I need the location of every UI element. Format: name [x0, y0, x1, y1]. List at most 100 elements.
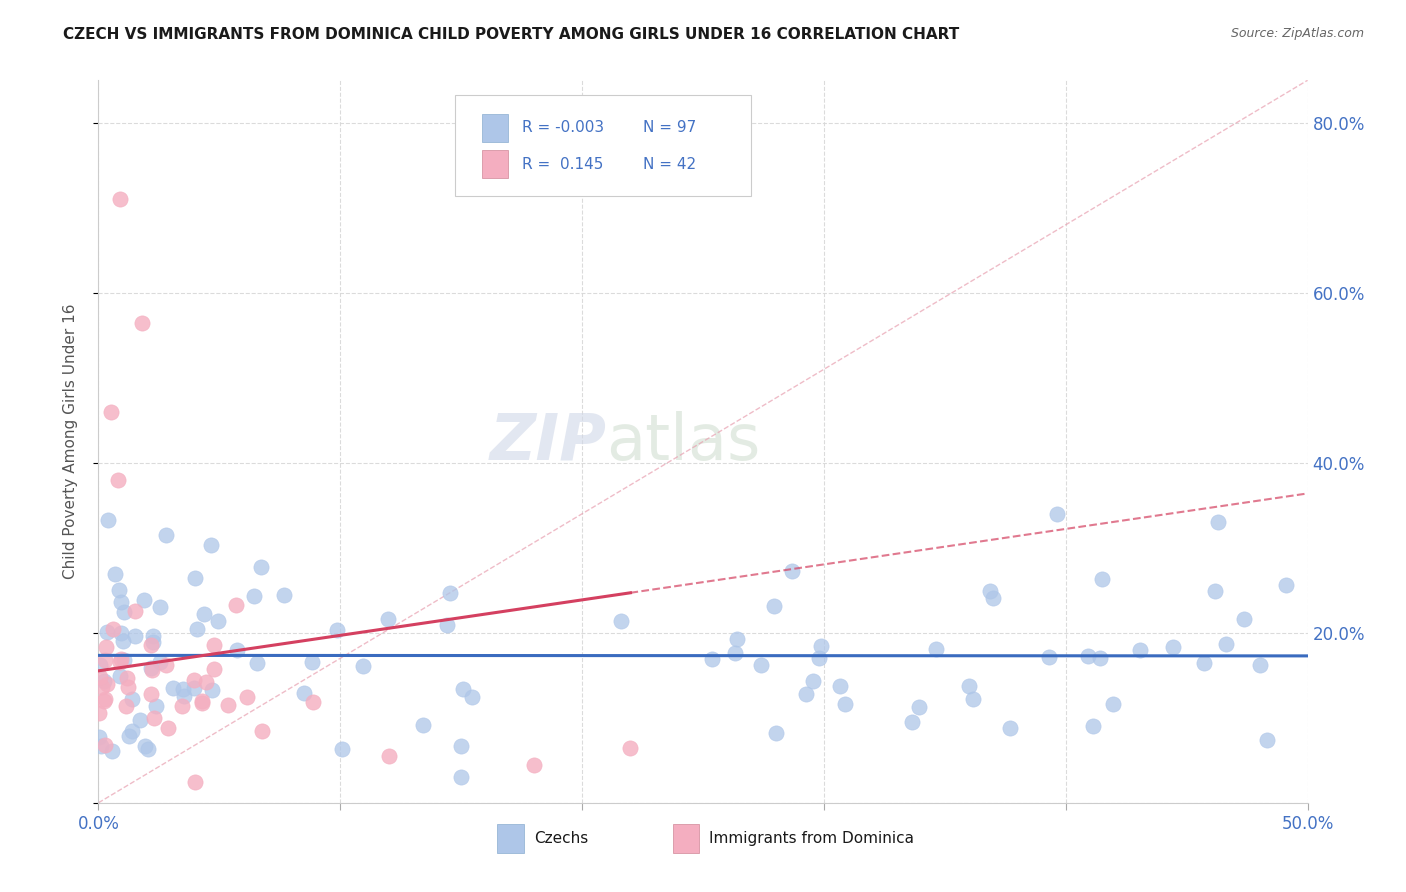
Text: ZIP: ZIP [489, 410, 606, 473]
Point [100, 405, 122, 419]
FancyBboxPatch shape [456, 95, 751, 196]
Point [89, 657, 111, 672]
Point [325, 623, 347, 637]
Point [141, 638, 163, 652]
Point [91, 680, 114, 694]
Point [724, 646, 747, 660]
Point [143, 710, 166, 724]
Point [202, 638, 225, 652]
Point [962, 691, 984, 706]
Point [242, 589, 264, 603]
Point [412, 718, 434, 732]
Point [1091, 573, 1114, 587]
Text: R = -0.003: R = -0.003 [522, 120, 603, 136]
Point [129, 713, 152, 727]
Point [142, 635, 165, 649]
Point [834, 698, 856, 712]
Point [780, 564, 803, 578]
Point [190, 694, 212, 708]
Point [103, 622, 125, 636]
Point [200, 539, 222, 553]
Point [90, 739, 112, 753]
Point [141, 663, 163, 677]
Point [1233, 612, 1256, 626]
Point [100, 744, 122, 758]
Point [1101, 697, 1123, 711]
Text: Czechs: Czechs [534, 831, 588, 847]
Point [184, 774, 207, 789]
Point [807, 651, 830, 665]
Point [377, 612, 399, 626]
Point [195, 675, 218, 690]
Point [828, 679, 851, 693]
Point [184, 571, 207, 585]
Point [87, 706, 110, 720]
Point [183, 673, 205, 687]
Point [124, 604, 146, 618]
FancyBboxPatch shape [482, 151, 509, 178]
Point [523, 757, 546, 772]
Point [1046, 507, 1069, 521]
Point [700, 652, 723, 666]
Point [979, 584, 1001, 599]
Point [96, 640, 118, 655]
Point [957, 679, 980, 693]
Point [202, 662, 225, 676]
Point [1275, 578, 1298, 592]
Point [1038, 650, 1060, 665]
Point [1088, 651, 1111, 665]
Point [217, 698, 239, 713]
Point [186, 622, 208, 636]
Point [246, 657, 269, 671]
Point [93, 673, 115, 688]
Text: N = 42: N = 42 [643, 157, 696, 171]
Text: CZECH VS IMMIGRANTS FROM DOMINICA CHILD POVERTY AMONG GIRLS UNDER 16 CORRELATION: CZECH VS IMMIGRANTS FROM DOMINICA CHILD … [63, 27, 959, 42]
Point [172, 682, 194, 697]
Point [149, 655, 172, 669]
Point [619, 740, 641, 755]
Y-axis label: Child Poverty Among Girls Under 16: Child Poverty Among Girls Under 16 [63, 304, 77, 579]
Point [460, 690, 482, 704]
Point [104, 566, 127, 581]
Point [801, 673, 824, 688]
FancyBboxPatch shape [482, 114, 509, 142]
Point [451, 681, 474, 696]
Point [97, 513, 120, 527]
Point [352, 659, 374, 673]
Point [1206, 515, 1229, 529]
Point [134, 739, 156, 754]
Point [1081, 719, 1104, 733]
Point [142, 629, 165, 643]
Point [108, 582, 131, 597]
Point [330, 742, 353, 756]
Point [139, 687, 162, 701]
Point [207, 614, 229, 628]
Point [1215, 637, 1237, 651]
FancyBboxPatch shape [498, 824, 524, 854]
Point [111, 634, 134, 648]
Point [172, 699, 194, 714]
Point [1194, 656, 1216, 670]
Point [225, 643, 247, 657]
Point [762, 599, 785, 614]
Point [450, 770, 472, 784]
Point [149, 599, 172, 614]
Point [93, 694, 115, 708]
Point [162, 681, 184, 696]
Point [138, 741, 160, 756]
Point [250, 723, 273, 738]
Point [201, 682, 224, 697]
Text: N = 97: N = 97 [643, 120, 696, 136]
Point [609, 614, 631, 628]
Point [292, 686, 315, 700]
Point [377, 749, 399, 764]
Point [810, 639, 832, 653]
Point [108, 192, 131, 206]
Point [108, 669, 131, 683]
Point [981, 591, 1004, 605]
Point [108, 655, 131, 669]
Point [173, 689, 195, 703]
Point [145, 698, 167, 713]
Point [794, 687, 817, 701]
Point [908, 700, 931, 714]
